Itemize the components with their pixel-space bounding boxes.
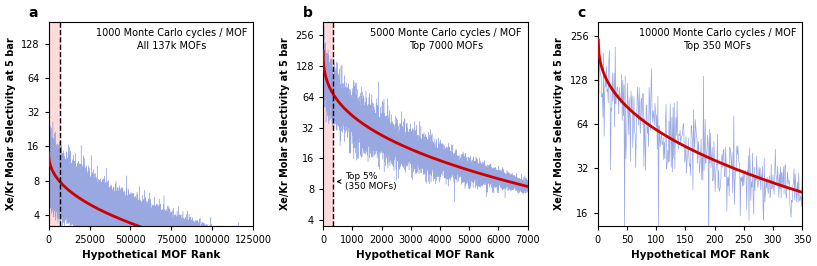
X-axis label: Hypothetical MOF Rank: Hypothetical MOF Rank — [82, 251, 220, 260]
Y-axis label: Xe/Kr Molar Selectivity at 5 bar: Xe/Kr Molar Selectivity at 5 bar — [555, 37, 565, 210]
Text: a: a — [29, 6, 38, 20]
Bar — [49, 22, 60, 226]
Bar — [324, 22, 333, 226]
Text: 5000 Monte Carlo cycles / MOF
Top 7000 MOFs: 5000 Monte Carlo cycles / MOF Top 7000 M… — [370, 28, 521, 51]
Text: 1000 Monte Carlo cycles / MOF
All 137k MOFs: 1000 Monte Carlo cycles / MOF All 137k M… — [96, 28, 247, 51]
Text: Top 5%
(7000 MOFs): Top 5% (7000 MOFs) — [0, 265, 1, 266]
Text: b: b — [303, 6, 313, 20]
Text: Top 5%
(350 MOFs): Top 5% (350 MOFs) — [337, 172, 396, 191]
Text: 10000 Monte Carlo cycles / MOF
Top 350 MOFs: 10000 Monte Carlo cycles / MOF Top 350 M… — [639, 28, 796, 51]
X-axis label: Hypothetical MOF Rank: Hypothetical MOF Rank — [631, 251, 769, 260]
X-axis label: Hypothetical MOF Rank: Hypothetical MOF Rank — [356, 251, 494, 260]
Text: c: c — [578, 6, 586, 20]
Y-axis label: Xe/Kr Molar Selectivity at 5 bar: Xe/Kr Molar Selectivity at 5 bar — [280, 37, 290, 210]
Y-axis label: Xe/Kr Molar Selectivity at 5 bar: Xe/Kr Molar Selectivity at 5 bar — [6, 37, 16, 210]
